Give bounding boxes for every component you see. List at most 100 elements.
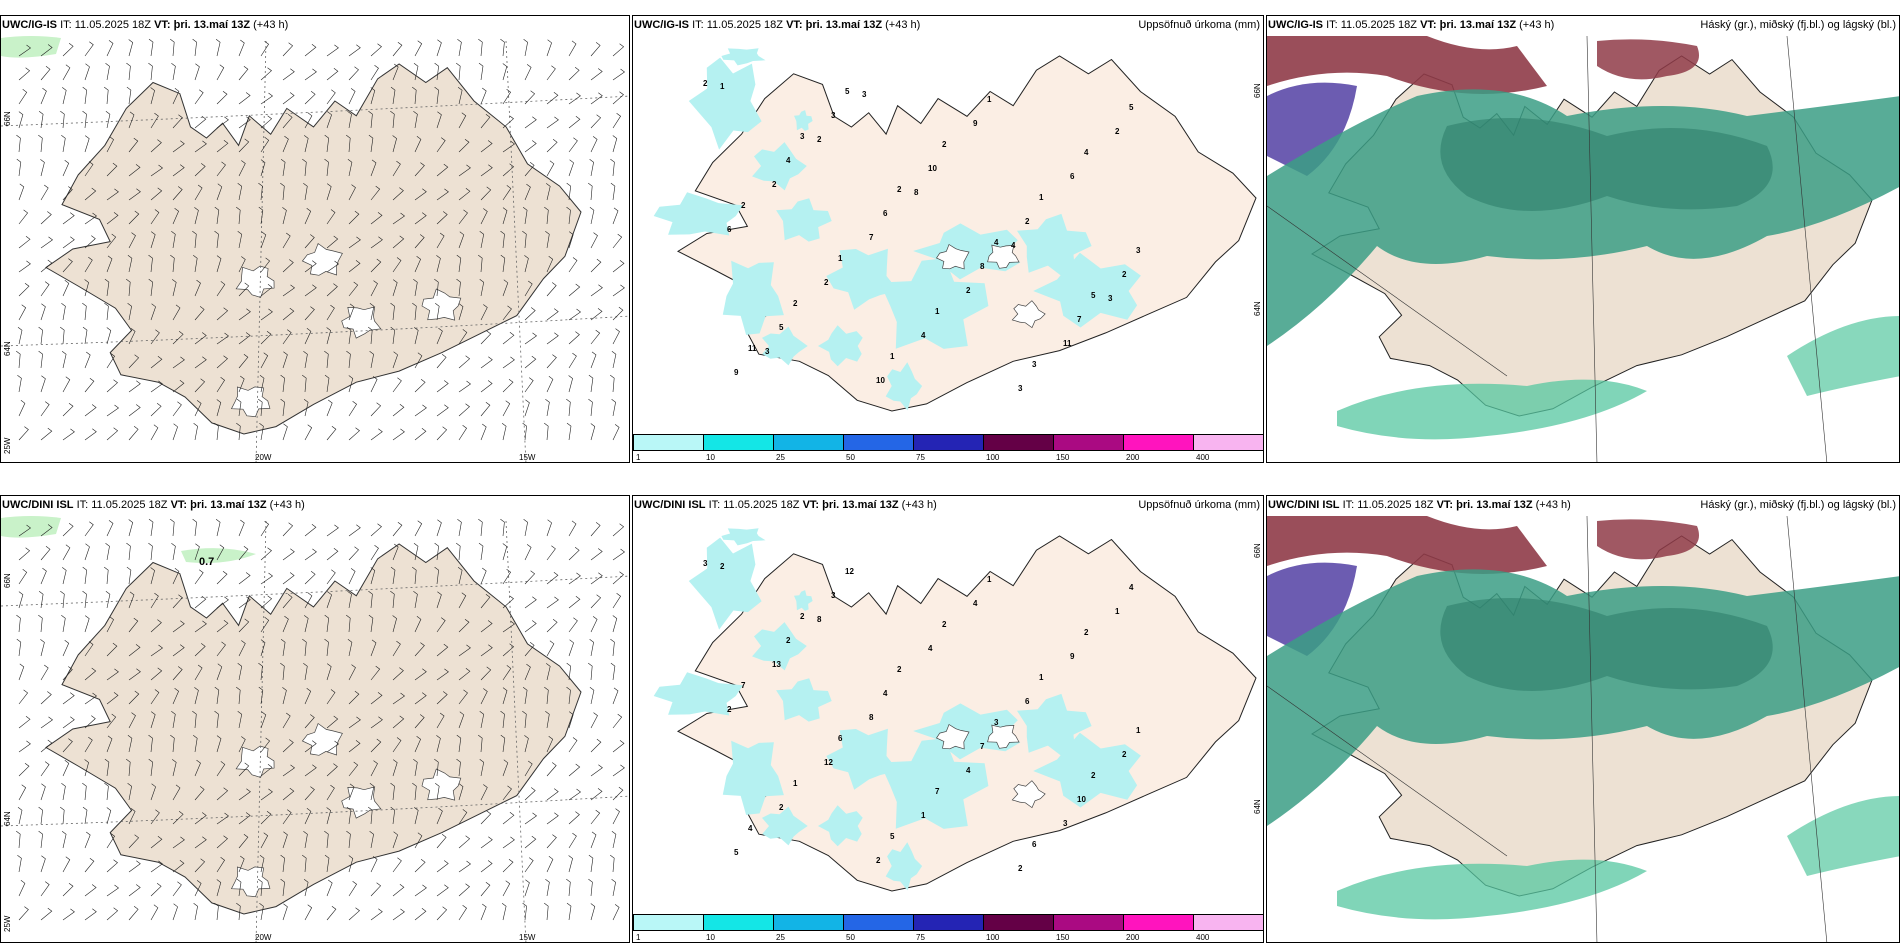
precip-area bbox=[794, 110, 813, 131]
wind-barb bbox=[214, 686, 220, 705]
wind-barb bbox=[128, 834, 140, 849]
wind-barb bbox=[236, 398, 242, 417]
precip-value: 2 bbox=[772, 180, 777, 189]
wind-barb bbox=[216, 787, 229, 801]
wind-barb bbox=[282, 831, 288, 849]
wind-barb bbox=[40, 881, 50, 897]
wind-barb bbox=[260, 284, 273, 297]
precip-value: 5 bbox=[845, 87, 850, 96]
wind-barb bbox=[502, 88, 512, 105]
wind-barb bbox=[302, 158, 307, 177]
wind-barb bbox=[82, 590, 87, 609]
wind-barb bbox=[370, 43, 382, 57]
precip-value: 1 bbox=[1039, 673, 1044, 682]
precip-value: 10 bbox=[928, 164, 937, 173]
wind-barb bbox=[258, 206, 264, 225]
precip-area bbox=[721, 48, 766, 66]
wind-barb bbox=[282, 92, 295, 105]
wind-barb bbox=[82, 326, 88, 345]
wind-barb bbox=[392, 908, 405, 921]
wind-barb bbox=[590, 284, 603, 297]
wind-barb bbox=[414, 735, 421, 753]
wind-barb bbox=[106, 233, 117, 249]
wind-barb bbox=[568, 159, 574, 177]
wind-barb bbox=[304, 207, 312, 225]
wind-barb bbox=[194, 115, 207, 129]
wind-barb bbox=[38, 326, 43, 345]
wind-barb bbox=[194, 664, 203, 681]
lat-label-64n: 64N bbox=[3, 811, 12, 826]
wind-barb bbox=[502, 207, 508, 225]
wind-barb bbox=[237, 663, 243, 681]
wind-barb bbox=[414, 807, 419, 825]
wind-barb bbox=[478, 62, 484, 81]
wind-barb bbox=[84, 161, 94, 177]
wind-barb bbox=[282, 329, 292, 345]
wind-barb bbox=[545, 878, 550, 897]
wind-barb bbox=[436, 591, 442, 609]
wind-barb bbox=[104, 302, 109, 321]
wind-barb bbox=[84, 135, 90, 153]
wind-barb bbox=[84, 187, 97, 201]
wind-barb bbox=[302, 854, 307, 873]
wind-barb bbox=[62, 428, 75, 441]
panel-header: UWC/DINI ISL IT: 11.05.2025 18Z VT: þri.… bbox=[1268, 499, 1571, 511]
wind-barb bbox=[348, 783, 355, 801]
wind-barb bbox=[238, 833, 249, 849]
wind-barb bbox=[480, 87, 487, 105]
wind-barb bbox=[522, 206, 528, 225]
wind-barb bbox=[18, 716, 31, 729]
high-cloud-area bbox=[1597, 39, 1699, 80]
precip-value: 8 bbox=[869, 713, 874, 722]
wind-barb bbox=[216, 856, 226, 873]
wind-barb bbox=[524, 620, 537, 633]
wind-barb bbox=[414, 234, 425, 249]
wind-barb bbox=[18, 591, 24, 609]
wind-barb bbox=[502, 356, 515, 369]
precip-area bbox=[762, 326, 808, 366]
wind-barb bbox=[500, 518, 505, 537]
wind-barb bbox=[480, 401, 491, 417]
precip-value: 1 bbox=[921, 811, 926, 820]
wind-barb bbox=[413, 590, 418, 609]
wind-barb bbox=[17, 807, 23, 825]
wind-barb bbox=[479, 711, 485, 729]
wind-barb bbox=[590, 903, 596, 921]
wind-barb bbox=[194, 163, 206, 177]
wind-barb bbox=[216, 544, 225, 561]
wind-barb bbox=[84, 279, 89, 297]
wind-barb bbox=[62, 856, 71, 873]
wind-barb bbox=[60, 326, 65, 345]
wind-barb bbox=[216, 641, 226, 657]
wind-barb bbox=[478, 734, 483, 753]
wind-barb bbox=[106, 136, 114, 153]
precip-value: 3 bbox=[703, 559, 708, 568]
precip-value: 2 bbox=[1018, 864, 1023, 873]
wind-barb bbox=[127, 735, 133, 753]
wind-barb bbox=[280, 158, 286, 177]
wind-barb bbox=[524, 140, 537, 153]
wind-barb bbox=[82, 302, 87, 321]
wind-barb bbox=[610, 158, 615, 177]
wind-barb bbox=[414, 404, 427, 417]
wind-barb bbox=[480, 330, 492, 345]
wind-barb bbox=[172, 304, 181, 321]
precip-value: 11 bbox=[748, 344, 757, 353]
wind-barb bbox=[18, 426, 29, 441]
wind-barb bbox=[546, 619, 558, 633]
wind-barb bbox=[370, 376, 378, 393]
precip-area bbox=[653, 192, 743, 236]
precip-value: 5 bbox=[734, 848, 739, 857]
wind-barb bbox=[456, 254, 462, 273]
wind-barb bbox=[260, 520, 270, 537]
wind-barb bbox=[150, 644, 164, 657]
wind-barb bbox=[370, 882, 382, 897]
precip-value: 8 bbox=[817, 615, 822, 624]
wind-barb bbox=[194, 595, 207, 609]
wind-barb bbox=[568, 572, 581, 585]
wind-barb bbox=[326, 235, 339, 249]
wind-barb bbox=[260, 137, 270, 153]
wind-barb bbox=[150, 904, 159, 921]
wind-barb bbox=[347, 159, 353, 177]
wind-barb bbox=[524, 399, 530, 417]
